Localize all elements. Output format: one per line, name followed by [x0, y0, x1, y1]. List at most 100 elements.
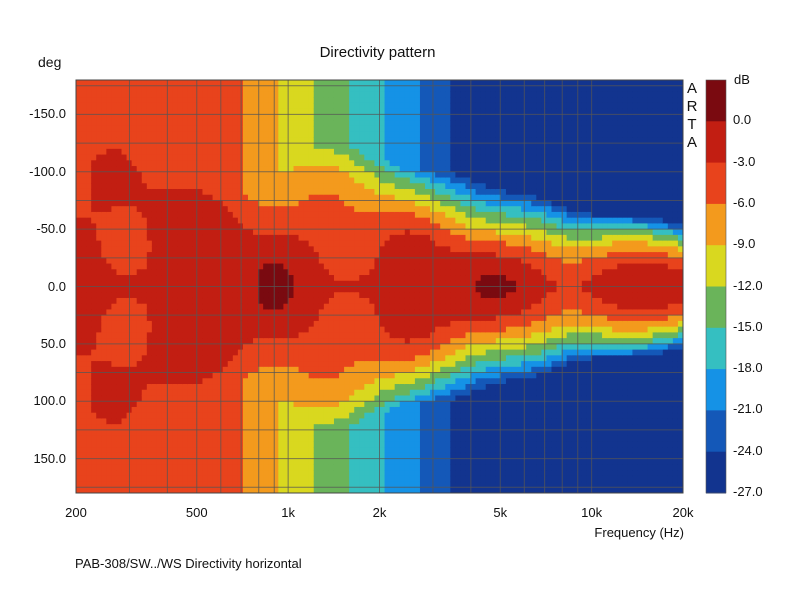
heatmap-cell — [414, 188, 421, 196]
heatmap-cell — [354, 275, 360, 282]
heatmap-cell — [172, 166, 178, 173]
heatmap-cell — [374, 143, 381, 150]
heatmap-cell — [156, 194, 163, 202]
heatmap-cell — [354, 458, 360, 465]
heatmap-cell — [76, 343, 82, 351]
heatmap-cell — [419, 349, 426, 356]
heatmap-cell — [283, 355, 290, 362]
heatmap-cell — [101, 447, 107, 454]
heatmap-cell — [278, 315, 284, 322]
heatmap-cell — [349, 183, 355, 190]
heatmap-cell — [404, 206, 411, 213]
heatmap-cell — [268, 91, 274, 98]
heatmap-cell — [177, 429, 183, 437]
heatmap-cell — [101, 412, 107, 420]
heatmap-cell — [161, 223, 168, 230]
heatmap-cell — [177, 108, 183, 116]
heatmap-cell — [359, 418, 365, 425]
heatmap-cell — [263, 269, 269, 276]
heatmap-cell — [298, 464, 305, 471]
heatmap-cell — [379, 280, 386, 288]
heatmap-cell — [263, 143, 269, 150]
heatmap-cell — [161, 143, 168, 150]
heatmap-cell — [333, 269, 340, 276]
heatmap-cell — [207, 206, 214, 213]
heatmap-cell — [192, 372, 198, 379]
heatmap-cell — [141, 458, 148, 465]
heatmap-cell — [263, 412, 269, 420]
heatmap-cell — [389, 395, 396, 402]
heatmap-cell — [258, 429, 264, 437]
heatmap-cell — [359, 188, 365, 196]
heatmap-cell — [242, 108, 249, 116]
heatmap-cell — [136, 372, 143, 379]
heatmap-cell — [333, 183, 340, 190]
heatmap-cell — [404, 406, 411, 414]
heatmap-cell — [344, 447, 350, 454]
heatmap-cell — [96, 366, 102, 374]
heatmap-cell — [369, 412, 376, 420]
heatmap-cell — [177, 154, 183, 161]
heatmap-cell — [399, 447, 406, 454]
heatmap-cell — [253, 355, 259, 362]
heatmap-cell — [303, 481, 310, 488]
heatmap-cell — [212, 332, 219, 339]
heatmap-cell — [172, 160, 178, 167]
heatmap-cell — [374, 137, 381, 144]
heatmap-cell — [399, 120, 406, 127]
heatmap-cell — [253, 447, 259, 454]
heatmap-cell — [136, 487, 143, 493]
heatmap-cell — [197, 320, 204, 328]
heatmap-cell — [414, 338, 421, 345]
heatmap-cell — [364, 154, 370, 161]
heatmap-cell — [369, 131, 376, 138]
heatmap-cell — [242, 275, 249, 282]
heatmap-cell — [409, 131, 416, 138]
heatmap-cell — [116, 458, 123, 465]
heatmap-cell — [111, 183, 118, 190]
heatmap-cell — [76, 447, 82, 454]
heatmap-cell — [207, 125, 214, 133]
heatmap-cell — [303, 332, 310, 339]
heatmap-cell — [419, 372, 426, 379]
heatmap-cell — [359, 320, 365, 328]
heatmap-cell — [364, 418, 370, 425]
heatmap-cell — [136, 194, 143, 202]
heatmap-cell — [187, 177, 193, 184]
heatmap-cell — [151, 114, 158, 121]
heatmap-cell — [146, 217, 153, 225]
heatmap-cell — [131, 361, 138, 368]
heatmap-cell — [136, 125, 143, 133]
heatmap-cell — [293, 326, 300, 333]
heatmap-cell — [156, 315, 163, 322]
heatmap-cell — [116, 475, 123, 483]
heatmap-cell — [318, 188, 325, 196]
heatmap-cell — [288, 223, 295, 230]
heatmap-cell — [106, 217, 113, 225]
heatmap-cell — [76, 263, 82, 270]
heatmap-cell — [212, 125, 219, 133]
heatmap-cell — [182, 183, 188, 190]
heatmap-cell — [167, 246, 173, 253]
heatmap-cell — [379, 464, 386, 471]
heatmap-cell — [333, 429, 340, 437]
heatmap-cell — [151, 464, 158, 471]
heatmap-cell — [96, 108, 102, 116]
heatmap-cell — [394, 125, 401, 133]
heatmap-cell — [273, 102, 279, 110]
heatmap-cell — [323, 240, 330, 247]
heatmap-cell — [308, 315, 315, 322]
heatmap-cell — [86, 435, 92, 442]
heatmap-cell — [121, 125, 128, 133]
heatmap-cell — [354, 447, 360, 454]
heatmap-cell — [318, 384, 325, 391]
heatmap-cell — [172, 131, 178, 138]
heatmap-cell — [394, 297, 401, 305]
heatmap-cell — [379, 315, 386, 322]
heatmap-cell — [222, 349, 229, 356]
heatmap-cell — [232, 234, 239, 242]
heatmap-cell — [76, 303, 82, 311]
heatmap-cell — [146, 297, 153, 305]
heatmap-cell — [278, 177, 284, 184]
heatmap-cell — [182, 366, 188, 374]
